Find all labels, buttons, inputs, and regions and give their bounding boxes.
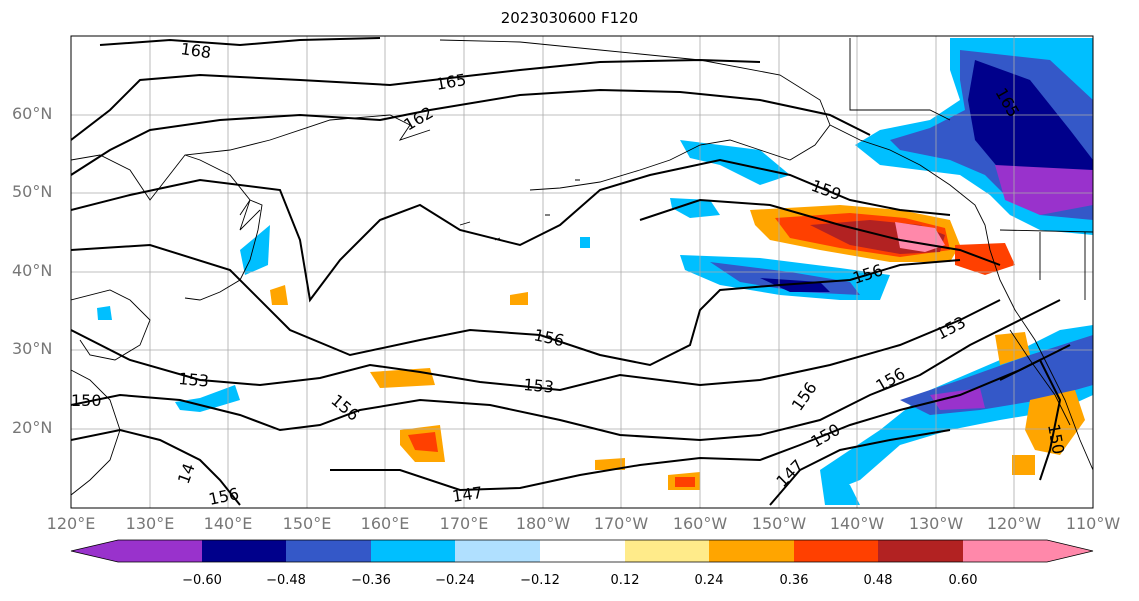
height-contours [71, 37, 1071, 506]
colorbar-segment [286, 540, 371, 562]
graticule [71, 36, 1093, 508]
colorbar-extend-high [1047, 540, 1093, 562]
contour-168 [99, 37, 381, 47]
lat-label: 50°N [12, 182, 53, 201]
lat-label: 60°N [12, 104, 53, 123]
colorbar-tick-label: 0.60 [948, 573, 978, 588]
lon-label: 130°E [125, 514, 175, 533]
map-title: 2023030600 F120 [500, 9, 639, 27]
contour-156c [71, 428, 241, 506]
colorbar-tick-label: −0.36 [351, 573, 391, 588]
colorbar-segment [625, 540, 709, 562]
contour-165 [71, 58, 761, 141]
lon-label: 150°W [751, 514, 807, 533]
map-frame [70, 35, 1094, 509]
colorbar-tick-label: −0.48 [266, 573, 306, 588]
colorbar-tick-label: −0.12 [520, 573, 560, 588]
contour-label: 153 [523, 375, 555, 397]
lon-label: 140°E [203, 514, 253, 533]
contour-label: 168 [179, 39, 212, 62]
lon-label: 160°W [672, 514, 728, 533]
colorbar-segment [709, 540, 794, 562]
contour-156b [639, 198, 1001, 266]
contour-156a [71, 243, 961, 367]
colorbar-tick-label: 0.24 [694, 573, 724, 588]
lon-label: 140°W [829, 514, 885, 533]
contour-153 [71, 299, 1001, 392]
lat-label: 40°N [12, 261, 53, 280]
colorbar-segment [118, 540, 202, 562]
lat-label: 30°N [12, 339, 53, 358]
lon-label: 130°W [908, 514, 964, 533]
lon-label: 110°W [1065, 514, 1121, 533]
lon-label: 120°E [46, 514, 96, 533]
contour-147b [769, 429, 951, 506]
colorbar-segment [963, 540, 1047, 562]
colorbar-segment [202, 540, 286, 562]
colorbar-segment [878, 540, 963, 562]
colorbar-tick-label: 0.12 [610, 573, 640, 588]
colorbar-outline [70, 539, 1094, 563]
colorbar-tick-label: −0.24 [435, 573, 475, 588]
contour-150 [71, 299, 1061, 442]
colorbar-tick-label: 0.36 [779, 573, 809, 588]
lon-label: 150°E [282, 514, 332, 533]
lon-label: 170°W [593, 514, 649, 533]
contour-label: 150 [71, 391, 102, 410]
colorbar-segments [70, 539, 1094, 563]
colorbar-segment [371, 540, 455, 562]
contour-156d [999, 358, 1062, 481]
lon-label: 160°E [360, 514, 410, 533]
contour-162 [71, 88, 871, 176]
lon-label: 180°W [515, 514, 571, 533]
colorbar-extend-low [71, 540, 118, 562]
contour-159 [71, 158, 951, 303]
colorbar-tick-label: 0.48 [863, 573, 893, 588]
colorbar-segment [540, 540, 625, 562]
lon-label: 170°E [439, 514, 489, 533]
colorbar-segment [794, 540, 878, 562]
colorbar-tick-label: −0.60 [182, 573, 222, 588]
contour-147 [330, 344, 1071, 492]
coastlines [71, 38, 1093, 496]
colorbar-segment [455, 540, 540, 562]
contour-label: 153 [178, 369, 210, 391]
lon-label: 120°W [986, 514, 1042, 533]
contour-label: 147 [451, 483, 484, 506]
lat-label: 20°N [12, 418, 53, 437]
